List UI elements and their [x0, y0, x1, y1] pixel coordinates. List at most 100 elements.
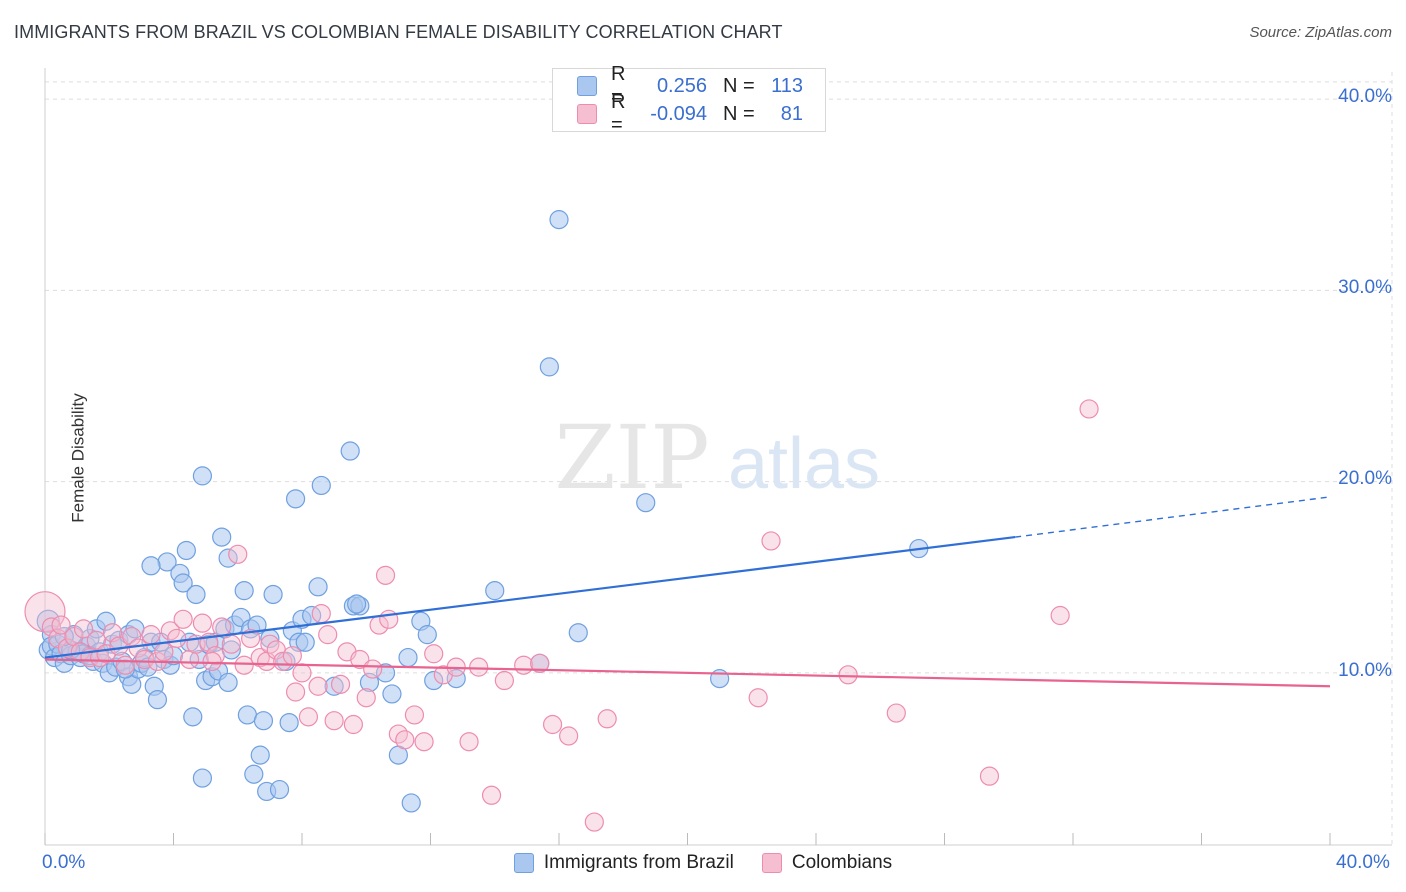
data-point-brazil — [250, 745, 270, 765]
data-point-colombians — [542, 714, 563, 735]
chart-title: IMMIGRANTS FROM BRAZIL VS COLOMBIAN FEMA… — [14, 22, 783, 42]
data-point-colombians — [141, 625, 161, 645]
data-point-colombians — [330, 674, 351, 694]
data-point-colombians — [481, 785, 502, 805]
data-point-colombians — [363, 659, 383, 679]
data-point-brazil — [446, 669, 466, 689]
series-brazil-points — [36, 210, 929, 813]
data-point-colombians — [57, 638, 78, 658]
legend-item-brazil: Immigrants from Brazil — [513, 852, 734, 874]
data-point-brazil — [401, 793, 421, 813]
data-point-colombians — [761, 531, 781, 551]
data-point-brazil — [311, 475, 331, 496]
data-point-colombians — [298, 707, 319, 727]
data-point-brazil — [218, 672, 238, 693]
data-point-brazil — [485, 581, 505, 601]
data-point-colombians — [273, 651, 293, 672]
data-point-colombians — [109, 636, 129, 656]
legend-swatch-blue — [577, 76, 597, 96]
data-point-brazil — [398, 647, 418, 668]
data-point-brazil — [218, 548, 238, 568]
trend-lines — [44, 496, 1331, 688]
data-point-brazil — [636, 493, 656, 513]
data-point-colombians — [514, 655, 534, 675]
data-point-brazil — [417, 625, 437, 645]
data-point-colombians — [424, 644, 444, 664]
trend-line-brazil-extension — [1015, 496, 1331, 538]
data-point-colombians — [597, 709, 617, 729]
stats-row-brazil: R = 0.256 N = 113 — [553, 63, 803, 108]
data-point-brazil — [295, 632, 315, 652]
data-point-colombians — [160, 621, 180, 641]
data-point-colombians — [414, 732, 434, 752]
data-point-brazil — [176, 540, 196, 561]
data-point-brazil — [237, 705, 257, 725]
data-point-colombians — [838, 665, 858, 685]
legend-label-colombians: Colombians — [791, 852, 893, 873]
data-point-brazil — [347, 594, 367, 614]
n-label: N = — [723, 102, 755, 125]
stats-row-colombians: R = -0.094 N = 81 — [553, 91, 803, 136]
data-point-brazil — [192, 466, 213, 486]
data-point-colombians — [282, 646, 302, 666]
data-point-colombians — [979, 766, 1000, 786]
data-point-brazil — [192, 768, 213, 788]
n-label: N = — [723, 74, 755, 97]
x-tick-label-max: 40.0% — [1336, 852, 1390, 873]
legend-swatch-blue — [513, 853, 534, 873]
data-point-colombians — [41, 617, 62, 637]
data-point-brazil — [173, 573, 193, 593]
data-point-colombians — [24, 591, 66, 633]
series-legend: Immigrants from Brazil Colombians — [0, 852, 1406, 874]
data-point-brazil — [96, 611, 116, 631]
data-point-brazil — [539, 357, 559, 377]
data-point-colombians — [292, 663, 312, 683]
data-point-colombians — [202, 651, 222, 672]
legend-label-brazil: Immigrants from Brazil — [543, 852, 734, 873]
r-value: -0.094 — [650, 102, 707, 125]
data-point-brazil — [183, 707, 203, 727]
data-point-brazil — [253, 711, 274, 731]
data-point-brazil — [308, 577, 328, 597]
data-point-brazil — [269, 779, 290, 800]
data-point-colombians — [318, 625, 338, 645]
n-value: 81 — [780, 102, 803, 125]
x-tick-label-min: 0.0% — [42, 852, 86, 873]
watermark: ZIP atlas — [554, 406, 880, 509]
data-point-colombians — [404, 705, 425, 725]
data-point-colombians — [375, 565, 396, 585]
data-point-colombians — [205, 646, 225, 666]
data-point-colombians — [192, 613, 213, 633]
data-point-colombians — [234, 655, 254, 675]
r-label: R = — [611, 63, 626, 108]
axes — [44, 68, 1392, 846]
data-point-brazil — [424, 670, 444, 691]
y-tick-label: 40.0% — [1338, 86, 1392, 107]
data-point-colombians — [350, 649, 370, 670]
data-point-colombians — [122, 626, 142, 647]
data-point-brazil — [285, 489, 306, 509]
y-tick-label: 30.0% — [1338, 277, 1392, 298]
data-point-colombians — [228, 544, 248, 564]
watermark-atlas: atlas — [728, 424, 880, 504]
grid-lines — [45, 72, 1393, 845]
data-point-colombians — [1079, 399, 1099, 419]
data-point-brazil — [244, 764, 264, 784]
legend-swatch-pink — [577, 104, 597, 124]
data-point-brazil — [141, 556, 161, 576]
data-point-colombians — [115, 655, 135, 675]
y-tick-label: 10.0% — [1338, 660, 1392, 681]
data-point-brazil — [382, 684, 402, 704]
data-point-brazil — [263, 584, 283, 605]
data-point-brazil — [340, 441, 360, 461]
data-point-brazil — [279, 712, 299, 733]
data-point-colombians — [343, 714, 363, 735]
data-point-colombians — [173, 609, 193, 629]
trend-line-brazil — [44, 535, 1016, 659]
data-point-colombians — [154, 642, 174, 662]
data-point-brazil — [568, 623, 588, 643]
data-point-brazil — [147, 690, 168, 710]
data-point-colombians — [584, 812, 604, 832]
data-point-colombians — [311, 603, 331, 624]
